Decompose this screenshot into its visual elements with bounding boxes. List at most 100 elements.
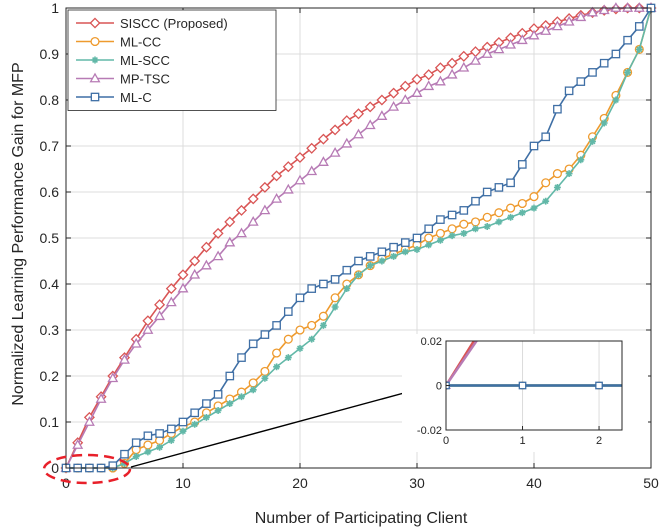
data-point bbox=[306, 142, 318, 154]
data-point bbox=[226, 400, 234, 408]
data-point bbox=[423, 80, 435, 91]
y-tick-label: 0.2 bbox=[40, 368, 60, 384]
inset-y-tick-label: -0.02 bbox=[417, 425, 442, 437]
data-point bbox=[447, 224, 457, 234]
y-tick-label: 0.4 bbox=[40, 276, 60, 292]
data-point bbox=[341, 115, 353, 127]
data-point bbox=[317, 133, 329, 145]
data-point bbox=[623, 35, 632, 45]
data-point bbox=[541, 132, 551, 142]
data-point bbox=[378, 257, 386, 265]
data-point bbox=[633, 2, 645, 12]
data-point bbox=[587, 6, 598, 17]
legend-marker bbox=[89, 17, 101, 29]
data-point bbox=[306, 165, 318, 176]
x-axis-title: Number of Participating Client bbox=[255, 510, 468, 527]
data-point bbox=[481, 48, 493, 58]
data-point bbox=[248, 339, 258, 349]
data-point bbox=[131, 438, 141, 448]
legend-item: MP-TSC bbox=[76, 72, 170, 87]
x-tick-label: 10 bbox=[175, 475, 191, 491]
data-point bbox=[365, 252, 375, 261]
data-point bbox=[341, 137, 353, 148]
inset-x-tick-label: 0 bbox=[443, 435, 449, 447]
data-point bbox=[434, 62, 446, 74]
data-point bbox=[283, 334, 293, 344]
data-point bbox=[494, 208, 504, 218]
data-point bbox=[249, 386, 257, 394]
zoom-arrow bbox=[130, 387, 417, 468]
data-point bbox=[120, 449, 129, 459]
inset-data-point bbox=[595, 381, 603, 390]
data-point bbox=[389, 242, 398, 252]
data-point bbox=[553, 183, 561, 191]
data-point bbox=[259, 204, 271, 215]
legend-marker bbox=[91, 56, 99, 64]
data-point bbox=[165, 296, 177, 307]
data-point bbox=[260, 330, 270, 339]
data-point bbox=[177, 269, 189, 281]
data-point bbox=[612, 96, 620, 104]
legend-item: ML-CC bbox=[76, 35, 161, 50]
data-point bbox=[528, 29, 540, 40]
x-tick-label: 40 bbox=[526, 475, 542, 491]
data-point bbox=[271, 192, 283, 203]
data-point bbox=[552, 169, 562, 179]
inset-series bbox=[446, 341, 622, 391]
inset-y-tick-label: 0.02 bbox=[421, 336, 442, 348]
data-point bbox=[494, 183, 504, 192]
legend: SISCC (Proposed) ML-CC ML-SCC MP-TSC ML-C bbox=[67, 9, 277, 111]
data-point bbox=[248, 378, 258, 388]
data-point bbox=[144, 448, 152, 456]
data-point bbox=[273, 363, 281, 371]
data-point bbox=[294, 174, 306, 185]
data-point bbox=[247, 193, 259, 205]
data-point bbox=[423, 69, 435, 81]
data-point bbox=[553, 104, 562, 114]
data-point bbox=[377, 247, 387, 257]
data-point bbox=[424, 224, 434, 234]
data-point bbox=[307, 284, 317, 293]
x-tick-label: 30 bbox=[409, 475, 425, 491]
data-point bbox=[448, 232, 456, 240]
data-point bbox=[154, 299, 166, 311]
data-point bbox=[576, 77, 586, 86]
y-tick-label: 0.8 bbox=[40, 92, 60, 108]
series-3 bbox=[60, 2, 657, 472]
y-tick-label: 0.9 bbox=[40, 46, 60, 62]
data-point bbox=[167, 436, 175, 444]
data-point bbox=[156, 443, 164, 451]
data-point bbox=[401, 248, 409, 256]
legend-label: SISCC (Proposed) bbox=[120, 16, 228, 31]
data-point bbox=[295, 325, 305, 335]
data-point bbox=[317, 156, 329, 166]
data-point bbox=[529, 141, 539, 151]
data-point bbox=[376, 94, 388, 106]
data-point bbox=[272, 348, 282, 358]
data-point bbox=[600, 119, 608, 127]
data-point bbox=[425, 241, 433, 249]
data-point bbox=[224, 216, 236, 228]
data-point bbox=[177, 282, 189, 293]
data-point bbox=[308, 335, 316, 343]
data-point bbox=[95, 393, 107, 403]
data-point bbox=[354, 256, 363, 266]
data-point bbox=[482, 187, 492, 197]
data-point bbox=[202, 413, 210, 421]
data-point bbox=[471, 196, 480, 206]
data-point bbox=[434, 75, 446, 86]
data-point bbox=[154, 310, 166, 321]
data-point bbox=[295, 293, 305, 303]
data-point bbox=[399, 94, 411, 104]
data-point bbox=[342, 265, 352, 275]
data-point bbox=[424, 233, 434, 243]
data-point bbox=[634, 22, 644, 31]
data-point bbox=[589, 137, 596, 145]
data-point bbox=[178, 417, 188, 427]
inset-x-tick-label: 1 bbox=[519, 435, 525, 447]
data-point bbox=[190, 408, 200, 418]
data-point bbox=[459, 219, 469, 229]
data-point bbox=[200, 259, 212, 270]
